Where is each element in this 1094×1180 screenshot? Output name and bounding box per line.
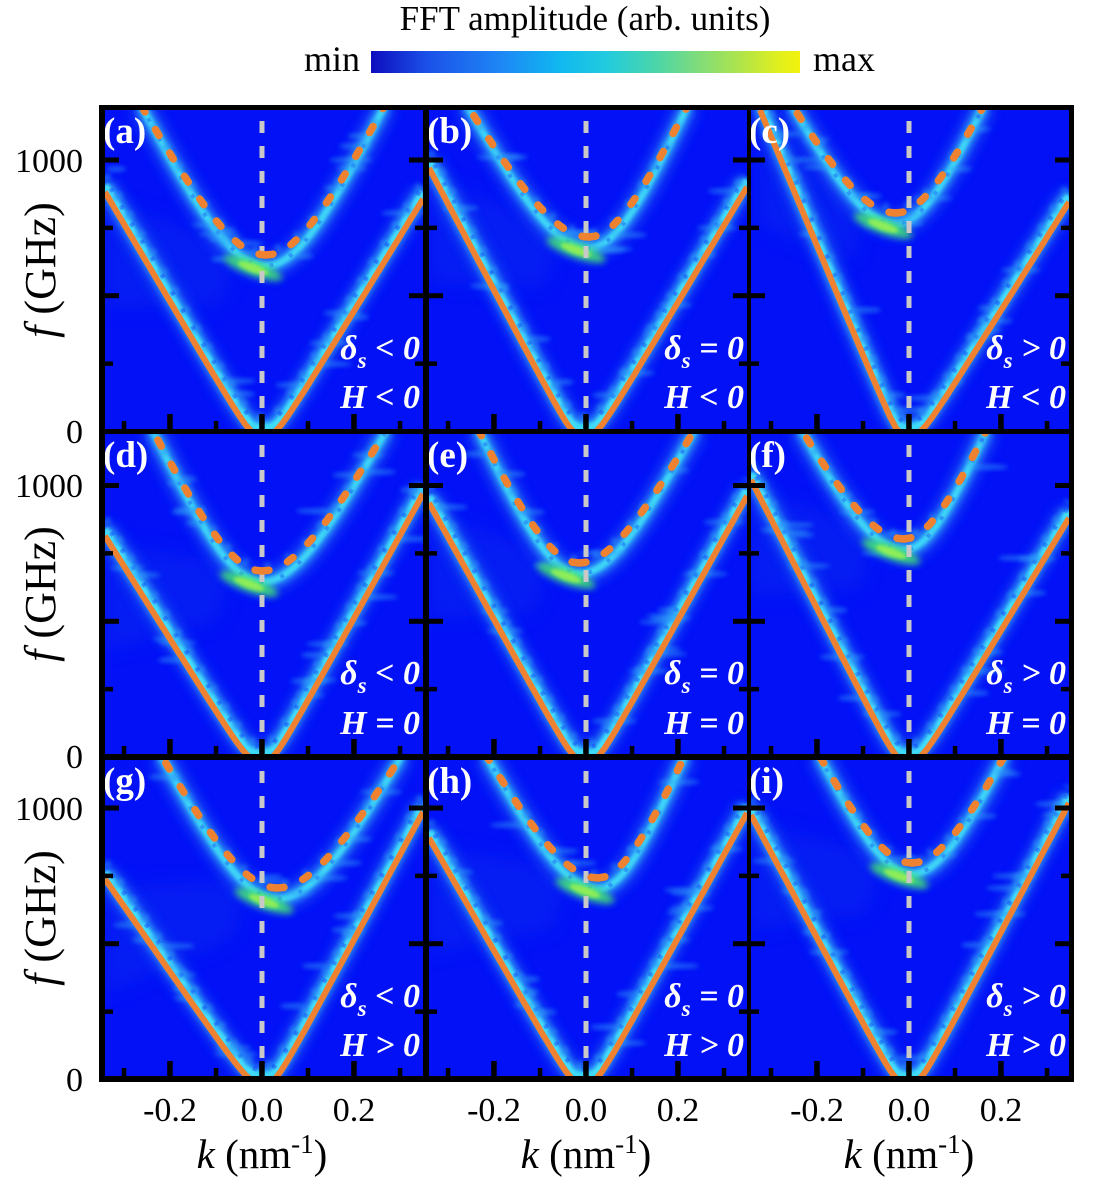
svg-text:H < 0: H < 0	[985, 379, 1066, 416]
svg-text:FFT amplitude (arb. units): FFT amplitude (arb. units)	[400, 0, 771, 38]
svg-text:-0.2: -0.2	[467, 1092, 521, 1129]
svg-text:H < 0: H < 0	[339, 379, 420, 416]
svg-text:0: 0	[66, 1062, 83, 1099]
svg-text:0.0: 0.0	[241, 1092, 284, 1129]
svg-text:δs = 0: δs = 0	[664, 978, 744, 1021]
svg-text:(f): (f)	[749, 435, 786, 476]
svg-text:H > 0: H > 0	[339, 1027, 420, 1064]
svg-text:(h): (h)	[427, 761, 472, 802]
svg-text:min: min	[304, 39, 360, 79]
svg-text:f (GHz): f (GHz)	[16, 202, 65, 338]
svg-text:0.0: 0.0	[565, 1092, 608, 1129]
svg-text:1000: 1000	[15, 791, 83, 828]
svg-text:0.0: 0.0	[888, 1092, 931, 1129]
svg-text:H > 0: H > 0	[663, 1027, 744, 1064]
svg-text:0.2: 0.2	[657, 1092, 700, 1129]
svg-text:-0.2: -0.2	[790, 1092, 844, 1129]
svg-text:(i): (i)	[749, 761, 784, 802]
svg-text:δs < 0: δs < 0	[340, 655, 420, 698]
svg-text:0: 0	[66, 739, 83, 776]
svg-text:δs = 0: δs = 0	[664, 655, 744, 698]
svg-text:δs > 0: δs > 0	[986, 330, 1066, 373]
svg-text:δs > 0: δs > 0	[986, 978, 1066, 1021]
svg-text:(e): (e)	[427, 435, 468, 476]
svg-text:(b): (b)	[427, 111, 472, 152]
svg-text:-0.2: -0.2	[143, 1092, 197, 1129]
svg-text:0.2: 0.2	[980, 1092, 1023, 1129]
svg-text:δs = 0: δs = 0	[664, 330, 744, 373]
svg-text:f (GHz): f (GHz)	[16, 526, 65, 662]
svg-text:max: max	[813, 39, 875, 79]
svg-text:H = 0: H = 0	[985, 705, 1066, 742]
svg-text:(c): (c)	[749, 111, 790, 152]
svg-text:f (GHz): f (GHz)	[16, 850, 65, 986]
svg-text:1000: 1000	[15, 143, 83, 180]
svg-text:δs < 0: δs < 0	[340, 330, 420, 373]
svg-text:H = 0: H = 0	[339, 705, 420, 742]
svg-text:(g): (g)	[103, 761, 146, 802]
svg-text:k (nm-1): k (nm-1)	[844, 1129, 975, 1177]
svg-text:δs > 0: δs > 0	[986, 655, 1066, 698]
svg-text:0: 0	[66, 414, 83, 451]
svg-text:H = 0: H = 0	[663, 705, 744, 742]
svg-text:δs < 0: δs < 0	[340, 978, 420, 1021]
svg-text:1000: 1000	[15, 468, 83, 505]
svg-text:H > 0: H > 0	[985, 1027, 1066, 1064]
svg-text:H < 0: H < 0	[663, 379, 744, 416]
svg-text:0.2: 0.2	[333, 1092, 376, 1129]
svg-text:(a): (a)	[103, 111, 146, 152]
svg-text:(d): (d)	[103, 435, 148, 476]
